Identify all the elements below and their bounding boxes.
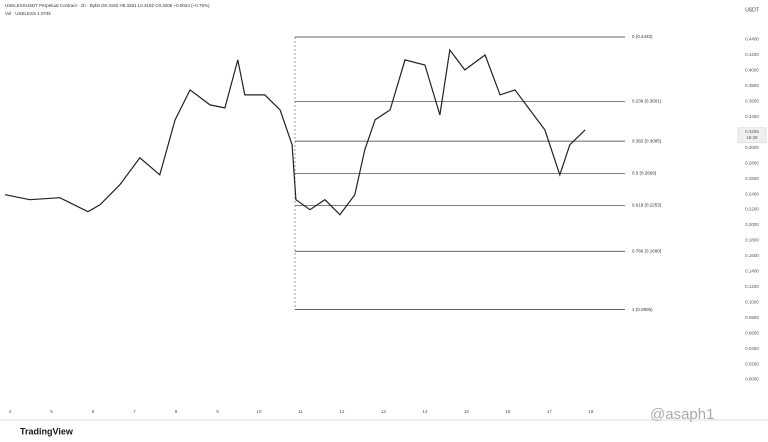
fib-label: 0 (0.4433) bbox=[632, 34, 653, 39]
y-tick-label: 0.1000 bbox=[745, 299, 759, 304]
fib-label: 0.5 (0.2669) bbox=[632, 170, 657, 175]
fib-label: 0.382 (0.3085) bbox=[632, 138, 662, 143]
x-tick-label: 4 bbox=[9, 409, 12, 414]
y-tick-label: 0.3400 bbox=[745, 114, 759, 119]
y-tick-label: 0.4400 bbox=[745, 37, 759, 42]
y-tick-label: 0.1200 bbox=[745, 284, 759, 289]
x-tick-label: 15 bbox=[464, 409, 470, 414]
fib-label: 0.786 (0.1660) bbox=[632, 248, 662, 253]
currency: USDT bbox=[745, 7, 759, 13]
y-tick-label: 0.1800 bbox=[745, 238, 759, 243]
fib-label: 1 (0.0905) bbox=[632, 307, 653, 312]
y-tick-label: 0.1600 bbox=[745, 253, 759, 258]
price-line bbox=[4, 48, 586, 216]
y-tick-label: 0.0200 bbox=[745, 361, 759, 366]
x-tick-label: 12 bbox=[339, 409, 345, 414]
brand: TradingView bbox=[20, 426, 74, 436]
x-tick-label: 6 bbox=[92, 409, 95, 414]
y-tick-label: 0.4000 bbox=[745, 68, 759, 73]
symbol-header: USELESSUSDT Perpetual Contract · 1h · By… bbox=[5, 3, 210, 8]
x-tick-label: 17 bbox=[547, 409, 553, 414]
y-tick-label: 0.3600 bbox=[745, 99, 759, 104]
y-tick-label: 0.0400 bbox=[745, 346, 759, 351]
y-tick-label: 0.0600 bbox=[745, 330, 759, 335]
countdown: 16:28 bbox=[746, 135, 758, 140]
x-tick-label: 18 bbox=[588, 409, 594, 414]
x-tick-label: 11 bbox=[298, 409, 303, 414]
fib-label: 0.618 (0.2253) bbox=[632, 203, 662, 208]
y-tick-label: 0.0800 bbox=[745, 315, 759, 320]
y-tick-label: 0.3800 bbox=[745, 83, 759, 88]
y-tick-label: 0.2000 bbox=[745, 222, 759, 227]
y-tick-label: 0.2200 bbox=[745, 207, 759, 212]
y-tick-label: 0.3000 bbox=[745, 145, 759, 150]
y-tick-label: 0.1400 bbox=[745, 269, 759, 274]
y-tick-label: 0.0000 bbox=[745, 377, 759, 382]
y-tick-label: 0.4200 bbox=[745, 52, 759, 57]
x-tick-label: 16 bbox=[505, 409, 511, 414]
x-tick-label: 14 bbox=[422, 409, 428, 414]
y-tick-label: 0.2600 bbox=[745, 176, 759, 181]
x-tick-label: 8 bbox=[175, 409, 178, 414]
x-tick-label: 9 bbox=[216, 409, 219, 414]
last-price-box bbox=[737, 127, 767, 144]
y-tick-label: 0.2800 bbox=[745, 160, 759, 165]
x-tick-label: 13 bbox=[381, 409, 387, 414]
x-tick-label: 10 bbox=[256, 409, 262, 414]
watermark: @asaph1 bbox=[650, 406, 714, 423]
y-tick-label: 0.2400 bbox=[745, 191, 759, 196]
x-tick-label: 5 bbox=[50, 409, 53, 414]
volume-header: Vol · USELESS 1.074k bbox=[5, 11, 52, 16]
last-price: 0.3206 bbox=[745, 129, 759, 134]
x-tick-label: 7 bbox=[133, 409, 136, 414]
fib-label: 0.236 (0.3601) bbox=[632, 98, 662, 103]
